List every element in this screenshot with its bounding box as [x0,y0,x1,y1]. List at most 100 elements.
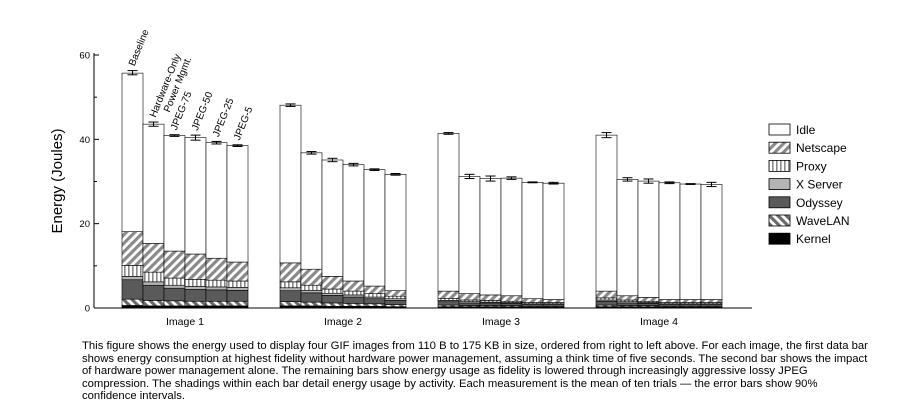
bar-segment-odyssey [595,300,618,306]
bar-segment-kernel [279,305,302,309]
bar-segment-netscape [616,295,639,301]
error-bar [706,181,717,188]
bar-segment-x-server [121,276,144,281]
legend-label: X Server [796,178,843,192]
bar-segment-netscape [637,297,660,302]
bar-segment-proxy [384,295,407,300]
bar-segment-wavelan [205,300,228,307]
bar-image-2-hardware-only-power-mgmt [300,151,323,309]
bar-segment-wavelan [342,303,365,307]
bar-segment-proxy [363,293,386,298]
bar-label-jpeg-25: JPEG-25 [211,96,237,138]
bar-segment-idle [300,152,323,270]
bar-label-jpeg-5: JPEG-5 [232,105,255,142]
bar-segment-proxy [184,279,207,287]
bar-segment-odyssey [384,300,407,305]
bar-segment-netscape [595,290,618,299]
legend-item-x-server: X Server [768,178,843,192]
bar-image-3-baseline [437,132,460,309]
bar-segment-netscape [142,243,165,273]
bar-image-1-baseline [121,70,144,309]
bar-segment-odyssey [205,289,228,302]
bar-image-2-baseline [279,103,302,309]
bar-segment-netscape [279,262,302,283]
bar-image-4-jpeg-75 [637,178,660,309]
bar-segment-netscape [679,299,702,303]
bar-segment-odyssey [300,292,323,303]
bar-segment-idle [542,182,565,300]
error-bar [548,181,559,185]
legend-item-odyssey: Odyssey [768,196,843,210]
bar-image-3-jpeg-5 [542,181,565,309]
bar-image-1-jpeg-5 [226,144,249,309]
error-bar [285,103,296,107]
bar-segment-odyssey [458,302,481,306]
bar-segment-idle [479,178,502,296]
bar-segment-idle [363,169,386,287]
group-labels: Image 1 Image 2 Image 3 Image 4 [166,316,678,328]
bar-image-3-hardware-only-power-mgmt [458,173,481,309]
bar-segment-odyssey [184,289,207,302]
bar-segment-wavelan [384,304,407,308]
bar-segment-proxy [342,290,365,296]
error-bar [369,168,380,172]
bar-segment-wavelan [121,298,144,306]
legend-swatch [768,159,791,172]
bar-segment-x-server [205,286,228,291]
bar-segment-netscape [205,257,228,281]
legend-item-kernel: Kernel [768,232,831,246]
bar-segment-odyssey [321,295,344,304]
bar-image-4-jpeg-25 [679,183,702,309]
bar-segment-netscape [342,280,365,292]
bar-segment-kernel [121,305,144,309]
bar-segment-idle [342,164,365,282]
bar-image-2-jpeg-75 [321,157,344,309]
group-label-image-1: Image 1 [166,316,204,328]
bar-segment-odyssey [121,279,144,300]
bar-segment-wavelan [279,301,302,307]
figure-caption: This figure shows the energy used to dis… [82,340,868,403]
bar-segment-proxy [437,298,460,301]
error-bar [664,181,675,185]
bar-segment-idle [321,159,344,277]
bar-segment-proxy [300,284,323,291]
legend-label: Kernel [796,232,831,246]
bar-segment-idle [679,183,702,300]
error-bar [232,144,243,148]
bars [121,70,723,309]
bar-segment-kernel [184,305,207,309]
bar-segment-kernel [300,305,323,309]
bar-segment-netscape [437,290,460,299]
bar-segment-netscape [363,285,386,294]
y-tick-label: 20 [79,219,90,230]
bar-segment-netscape [226,261,249,282]
bar-segment-netscape [479,294,502,301]
bar-segment-wavelan [163,300,186,307]
y-tick-label: 60 [79,51,90,62]
error-bar [443,132,454,135]
y-tick-label: 40 [79,135,90,146]
bar-segment-x-server [163,284,186,289]
error-bar [506,176,517,180]
bar-segment-x-server [184,286,207,290]
bar-segment-odyssey [226,289,249,302]
bar-label-baseline: Baseline [127,28,152,68]
error-bar [306,151,317,155]
error-bar [211,140,222,145]
bar-segment-idle [184,137,207,255]
error-bar [601,132,612,139]
legend-item-proxy: Proxy [768,159,827,173]
bar-segment-wavelan [363,303,386,307]
bar-segment-wavelan [142,300,165,307]
bar-image-2-jpeg-50 [342,162,365,309]
bar-segment-x-server [321,292,344,296]
bar-segment-odyssey [279,290,302,302]
bar-image-1-jpeg-50 [184,134,207,309]
bar-segment-odyssey [163,287,186,302]
bar-segment-idle [458,176,481,294]
error-bar [464,173,475,180]
legend-label: Idle [796,123,816,137]
legend: Idle Netscape Proxy X Server Odyssey WaveLAN K… [768,123,850,246]
bar-segment-proxy [121,265,144,277]
bar-segment-idle [163,135,186,252]
